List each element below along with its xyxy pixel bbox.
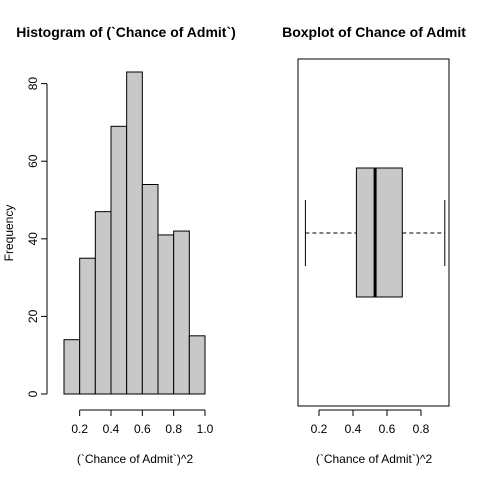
boxplot-title: Boxplot of Chance of Admit: [282, 24, 466, 40]
boxplot-frame: [297, 58, 450, 407]
histogram-y-label: Frequency: [2, 205, 16, 262]
histogram-x-tick-label: 0.8: [165, 422, 182, 436]
boxplot-box: [355, 167, 403, 298]
histogram-bar: [79, 257, 96, 395]
histogram-bar: [157, 234, 175, 395]
histogram-bar: [63, 339, 81, 395]
boxplot-x-axis: 0.2 0.4 0.6 0.8: [311, 409, 430, 436]
histogram-x-tick-label: 0.2: [71, 422, 88, 436]
boxplot-x-tick-label: 0.4: [345, 422, 362, 436]
histogram-y-tick-label: 20: [26, 309, 40, 323]
boxplot-x-tick-label: 0.2: [311, 422, 328, 436]
histogram-bar: [141, 184, 159, 395]
boxplot-x-label: (`Chance of Admit`)^2: [316, 452, 433, 466]
histogram-y-tick-label: 40: [26, 232, 40, 246]
histogram-title: Histogram of (`Chance of Admit`): [16, 24, 236, 40]
histogram-bars: [63, 71, 206, 395]
histogram-x-label: (`Chance of Admit`)^2: [77, 452, 194, 466]
histogram-chart: Histogram of (`Chance of Admit`) 0 20 40 60…: [2, 24, 236, 466]
histogram-y-tick-label: 60: [26, 154, 40, 168]
boxplot-chart: Boxplot of Chance of Admit 0.2 0.4 0.6 0.8 …: [282, 24, 466, 466]
boxplot-marks: [304, 167, 446, 298]
histogram-bar: [126, 71, 143, 395]
histogram-y-axis: 0 20 40 60 80: [26, 77, 48, 397]
histogram-y-tick-label: 80: [26, 77, 40, 91]
boxplot-x-tick-label: 0.6: [379, 422, 396, 436]
histogram-x-axis: 0.2 0.4 0.6 0.8 1.0: [71, 409, 214, 436]
histogram-x-tick-label: 0.4: [103, 422, 120, 436]
histogram-x-tick-label: 0.6: [134, 422, 151, 436]
histogram-bar: [94, 211, 112, 395]
histogram-y-tick-label: 0: [26, 390, 40, 397]
histogram-bar: [110, 125, 128, 395]
histogram-bar: [188, 335, 206, 395]
boxplot-x-tick-label: 0.8: [413, 422, 430, 436]
histogram-bar: [173, 230, 190, 395]
histogram-x-tick-label: 1.0: [197, 422, 214, 436]
